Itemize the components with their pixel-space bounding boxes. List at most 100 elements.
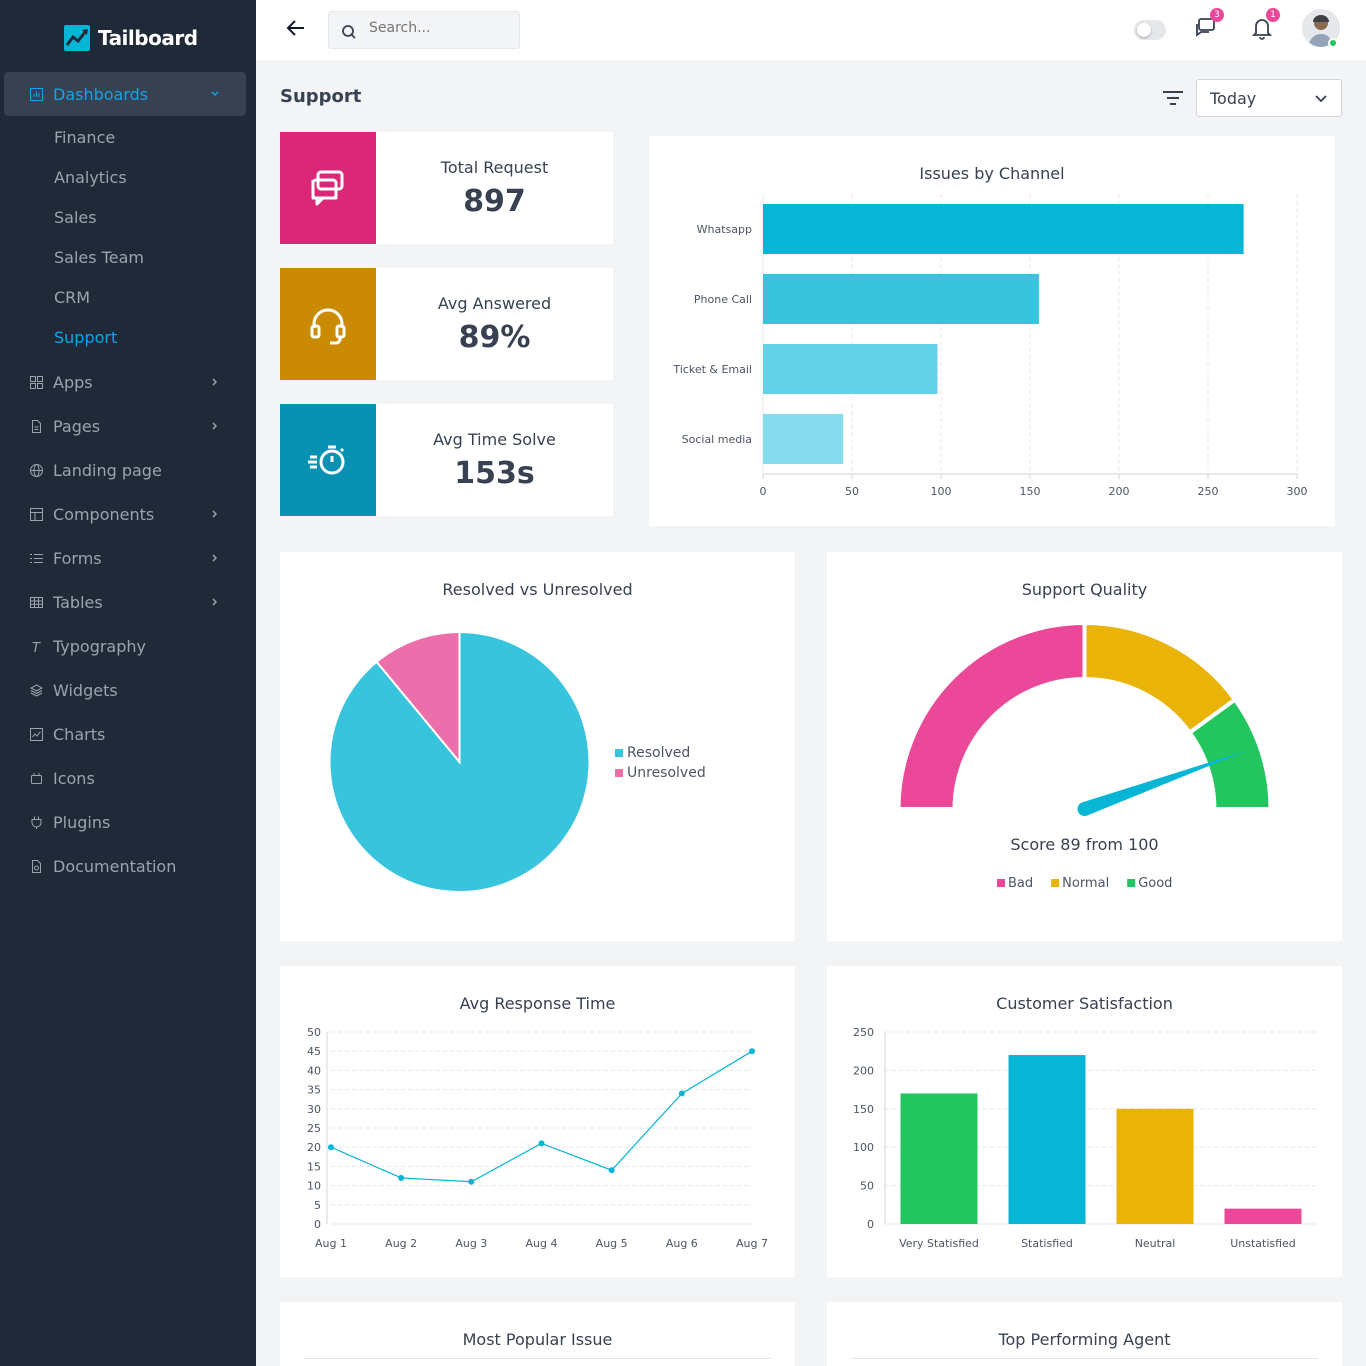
app-logo[interactable]: Tailboard	[64, 24, 198, 52]
page-title: Support	[280, 86, 362, 107]
headset-icon	[310, 308, 346, 345]
x-tick-label: Aug 5	[596, 1237, 628, 1250]
sidebar-item-typography[interactable]: T Typography	[4, 624, 246, 668]
bar	[763, 344, 938, 394]
x-tick-label: Statisfied	[1021, 1237, 1073, 1250]
customer-satisfaction-chart: 0 50 100 150 200 250 Very Statisfied Statisfied…	[853, 1026, 1317, 1250]
y-tick-label: 0	[867, 1218, 874, 1231]
table-header-line	[304, 1358, 771, 1359]
sidebar-item-apps[interactable]: Apps	[4, 360, 246, 404]
y-tick-label: 40	[307, 1064, 321, 1077]
sidebar-item-label: Documentation	[53, 856, 177, 876]
sidebar-subitem-analytics[interactable]: Analytics	[54, 168, 127, 187]
support-quality-gauge: Score 89 from 100 Bad Normal Good	[896, 620, 1273, 891]
sidebar-item-dashboards[interactable]: Dashboards	[4, 72, 246, 116]
issues-by-channel-card: Issues by Channel 0 50 100 150 200 250 300 What…	[649, 136, 1335, 526]
sidebar-item-tables[interactable]: Tables	[4, 580, 246, 624]
globe-icon	[30, 463, 43, 477]
sidebar-subitem-sales-team[interactable]: Sales Team	[54, 248, 144, 267]
x-tick-label: Aug 3	[455, 1237, 487, 1250]
icons-icon	[31, 772, 42, 784]
legend-label: Bad	[1008, 876, 1033, 891]
y-tick-label: 200	[853, 1064, 874, 1077]
arrow-left-icon[interactable]	[286, 18, 306, 38]
gauge-band	[896, 620, 1087, 811]
resolved-unresolved-card: Resolved vs Unresolved Resolved Unresolve…	[280, 552, 795, 941]
notifications-button[interactable]: 1	[1250, 8, 1280, 40]
sidebar-item-label: Pages	[53, 416, 101, 436]
x-tick-label: Very Statisfied	[899, 1237, 979, 1250]
top-performing-agent-card: Top Performing Agent	[827, 1302, 1342, 1366]
bar	[1008, 1055, 1086, 1224]
dashboard-icon	[30, 87, 43, 101]
sidebar-item-pages[interactable]: Pages	[4, 404, 246, 448]
sidebar-item-label: Forms	[53, 548, 102, 568]
messages-button[interactable]: 3	[1194, 8, 1224, 40]
chart-icon	[30, 727, 43, 741]
chart-title: Issues by Channel	[919, 164, 1065, 183]
sidebar-subitem-crm[interactable]: CRM	[54, 288, 91, 307]
gauge-score-text: Score 89 from 100	[1010, 835, 1158, 854]
legend-label: Normal	[1062, 876, 1109, 891]
table-icon	[30, 596, 43, 608]
y-tick-label: 150	[853, 1103, 874, 1116]
chevron-right-icon	[212, 598, 218, 606]
sidebar-subitem-sales[interactable]: Sales	[54, 208, 97, 227]
stat-value: 89%	[458, 320, 531, 355]
x-tick-label: Aug 1	[315, 1237, 347, 1250]
filter-icon[interactable]	[1162, 88, 1184, 108]
y-tick-label: 100	[853, 1141, 874, 1154]
sidebar-item-label: Landing page	[53, 460, 162, 480]
search-input[interactable]	[369, 20, 509, 36]
dark-mode-toggle[interactable]	[1134, 20, 1166, 40]
stat-card-avg-answered: Avg Answered 89%	[280, 268, 613, 380]
chevron-right-icon	[212, 378, 218, 386]
chart-title: Avg Response Time	[459, 994, 616, 1013]
x-tick-label: 150	[1020, 485, 1041, 498]
stat-label: Avg Time Solve	[433, 430, 556, 449]
file-icon	[32, 419, 41, 433]
y-tick-label: 15	[307, 1160, 321, 1173]
card-title: Top Performing Agent	[998, 1330, 1171, 1349]
sidebar-item-label: Components	[53, 504, 155, 524]
date-filter-select[interactable]: Today	[1196, 79, 1342, 117]
issues-by-channel-chart: 0 50 100 150 200 250 300 Whatsapp Phone Call Tick…	[672, 194, 1308, 498]
chat-bubbles-icon	[311, 170, 344, 206]
legend-swatch	[997, 879, 1005, 887]
sidebar-item-widgets[interactable]: Widgets	[4, 668, 246, 712]
layers-icon	[30, 683, 43, 697]
card-title: Most Popular Issue	[462, 1330, 613, 1349]
data-point	[538, 1140, 545, 1147]
sidebar-item-landing-page[interactable]: Landing page	[4, 448, 246, 492]
legend-swatch	[615, 749, 623, 757]
sidebar-item-charts[interactable]: Charts	[4, 712, 246, 756]
stat-icon-box	[280, 132, 376, 244]
sidebar-item-documentation[interactable]: Documentation	[4, 844, 246, 888]
sidebar-item-icons[interactable]: Icons	[4, 756, 246, 800]
x-tick-label: 250	[1198, 485, 1219, 498]
sidebar-item-forms[interactable]: Forms	[4, 536, 246, 580]
avg-response-time-chart: 0 5 10 15 20 25 30 35 40 45 50 Aug 1 Aug 2 Aug 3 Aug 4…	[307, 1026, 768, 1250]
online-status-dot	[1328, 38, 1338, 48]
sidebar-subitem-support[interactable]: Support	[54, 328, 118, 347]
y-tick-label: 30	[307, 1103, 321, 1116]
chevron-right-icon	[212, 510, 218, 518]
stat-label: Total Request	[440, 158, 549, 177]
svg-text:T: T	[32, 641, 41, 653]
y-tick-label: 50	[860, 1180, 874, 1193]
sidebar-item-plugins[interactable]: Plugins	[4, 800, 246, 844]
sidebar-item-components[interactable]: Components	[4, 492, 246, 536]
search-box[interactable]	[328, 11, 520, 49]
sidebar-item-label: Widgets	[53, 680, 118, 700]
pie-slice	[375, 630, 461, 765]
x-tick-label: Unstatisfied	[1230, 1237, 1296, 1250]
sidebar-item-label: Apps	[53, 372, 93, 392]
sidebar-subitem-finance[interactable]: Finance	[54, 128, 116, 147]
stopwatch-icon	[308, 445, 345, 475]
messages-badge: 3	[1210, 8, 1224, 22]
y-tick-label: Ticket & Email	[672, 363, 752, 376]
date-filter-value: Today	[1210, 89, 1257, 108]
x-tick-label: Aug 2	[385, 1237, 417, 1250]
y-tick-label: Social media	[682, 433, 752, 446]
customer-satisfaction-card: Customer Satisfaction 0 50 100 150 200 250 Ver…	[827, 966, 1342, 1277]
